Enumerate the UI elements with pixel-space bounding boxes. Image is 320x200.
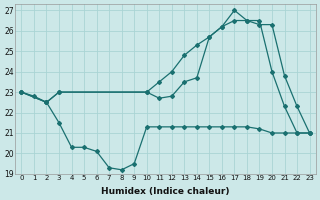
X-axis label: Humidex (Indice chaleur): Humidex (Indice chaleur) bbox=[101, 187, 230, 196]
